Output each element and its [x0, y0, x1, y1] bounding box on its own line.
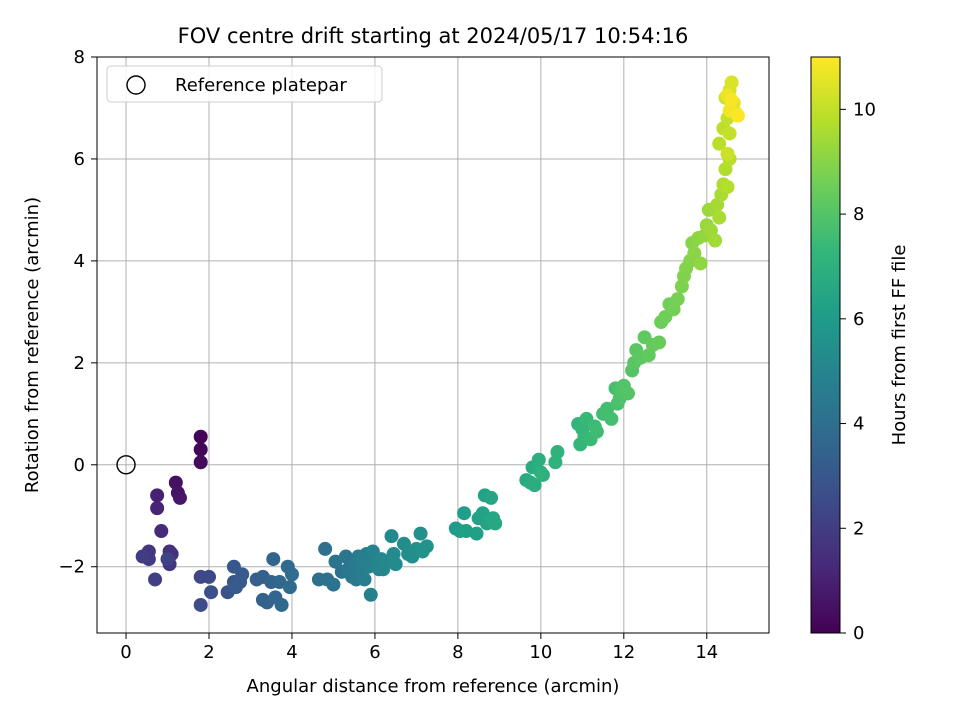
data-point: [172, 490, 187, 505]
legend: Reference platepar: [106, 65, 383, 103]
data-point: [670, 292, 685, 307]
x-axis-ticks: 0 2 4 6 8 10 12 14: [120, 633, 718, 663]
data-point: [724, 75, 739, 90]
legend-marker: [126, 75, 146, 95]
data-point: [535, 467, 550, 482]
x-axis-label: Angular distance from reference (arcmin): [247, 676, 620, 697]
data-point: [318, 541, 333, 556]
x-tick-label: 14: [695, 642, 718, 663]
data-point: [150, 501, 165, 516]
data-point: [154, 524, 169, 539]
data-point: [708, 233, 723, 248]
x-tick-label: 0: [120, 642, 131, 663]
data-point: [272, 575, 287, 590]
data-point: [282, 580, 297, 595]
colorbar-label: Hours from first FF file: [889, 245, 910, 446]
x-tick-label: 10: [529, 642, 552, 663]
data-point: [326, 577, 341, 592]
data-point: [284, 567, 299, 582]
data-point: [266, 552, 281, 567]
y-tick-label: 0: [74, 455, 85, 476]
colorbar-tick-label: 4: [853, 414, 864, 435]
y-tick-label: 6: [74, 149, 85, 170]
x-tick-label: 4: [286, 642, 297, 663]
colorbar-tick-label: 2: [853, 518, 864, 539]
y-axis-ticks: −2 0 2 4 6 8: [58, 47, 97, 578]
chart-title: FOV centre drift starting at 2024/05/17 …: [178, 24, 689, 48]
data-point: [687, 246, 702, 261]
plot-frame: [96, 56, 770, 634]
data-point: [693, 256, 708, 271]
data-point: [328, 554, 343, 569]
y-tick-label: 4: [74, 251, 85, 272]
data-point: [193, 442, 208, 457]
y-axis-label: Rotation from reference (arcmin): [22, 197, 43, 493]
data-point: [388, 557, 403, 572]
data-point: [148, 572, 163, 587]
data-point: [712, 136, 727, 151]
data-point: [488, 516, 503, 531]
x-tick-label: 2: [203, 642, 214, 663]
data-point: [193, 597, 208, 612]
data-point: [589, 424, 604, 439]
data-point: [469, 526, 484, 541]
colorbar: [810, 56, 841, 634]
colorbar-tick-label: 6: [853, 309, 864, 330]
y-tick-label: 8: [74, 47, 85, 68]
reference-marker: [116, 455, 136, 475]
data-point: [135, 549, 150, 564]
data-point: [457, 506, 472, 521]
data-point: [413, 526, 428, 541]
data-point: [720, 179, 735, 194]
data-point: [652, 335, 667, 350]
data-point: [274, 597, 289, 612]
data-point: [604, 411, 619, 426]
data-points: [135, 75, 745, 612]
data-point: [531, 452, 546, 467]
data-point: [363, 587, 378, 602]
colorbar-tick-label: 8: [853, 204, 864, 225]
data-point: [620, 386, 635, 401]
data-point: [228, 580, 243, 595]
data-point: [384, 529, 399, 544]
data-point: [720, 146, 735, 161]
data-point: [724, 93, 739, 108]
y-tick-label: −2: [58, 557, 85, 578]
data-point: [357, 572, 372, 587]
data-point: [193, 429, 208, 444]
data-point: [527, 478, 542, 493]
x-tick-label: 8: [452, 642, 463, 663]
data-point: [722, 126, 737, 141]
data-point: [204, 585, 219, 600]
data-point: [202, 569, 216, 584]
y-tick-label: 2: [74, 353, 85, 374]
data-point: [712, 210, 727, 225]
data-point: [160, 552, 175, 567]
data-point: [419, 539, 434, 554]
data-point: [550, 445, 565, 460]
x-tick-label: 12: [612, 642, 635, 663]
colorbar-tick-label: 0: [853, 623, 864, 644]
data-point: [730, 108, 745, 123]
colorbar-ticks: 0 2 4 6 8 10: [840, 99, 876, 644]
data-point: [193, 455, 208, 470]
data-point: [150, 488, 165, 503]
data-point: [484, 490, 499, 505]
x-tick-label: 6: [369, 642, 380, 663]
legend-entry: Reference platepar: [175, 75, 347, 96]
colorbar-tick-label: 10: [853, 99, 876, 120]
